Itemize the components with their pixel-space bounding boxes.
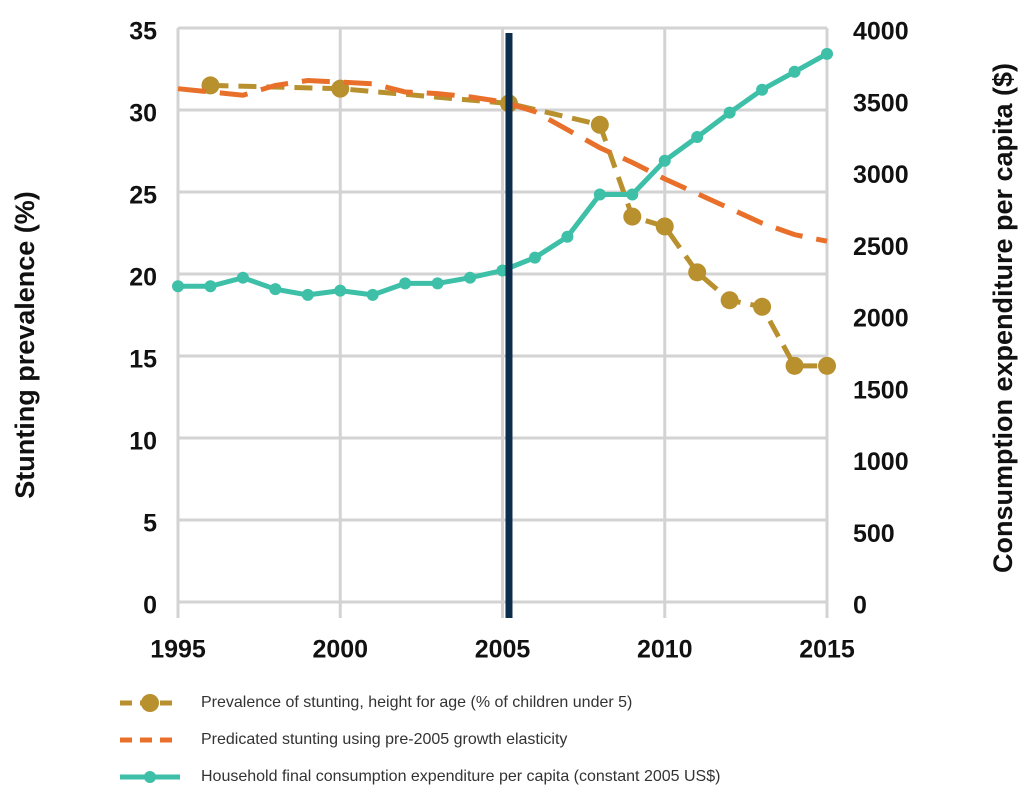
x-tick-label: 2005 [475, 636, 531, 664]
data-point [204, 280, 217, 293]
legend: Prevalence of stunting, height for age (… [120, 694, 720, 785]
data-point [334, 284, 347, 297]
y-tick-label: 5 [143, 510, 157, 538]
data-point [723, 106, 736, 119]
data-point [785, 356, 804, 375]
data-point [818, 356, 836, 375]
data-point [590, 115, 609, 134]
data-point [431, 277, 444, 290]
y2-tick-label: 0 [853, 592, 867, 620]
y2-tick-label: 4000 [853, 18, 909, 46]
data-point [658, 154, 671, 167]
data-point [623, 207, 642, 226]
y2-tick-label: 1500 [853, 376, 909, 404]
data-point [691, 131, 704, 144]
data-point [626, 188, 639, 201]
y-tick-label: 20 [129, 264, 157, 292]
series-line [210, 82, 827, 369]
y-tick-label: 15 [129, 346, 157, 374]
y-tick-label: 30 [129, 100, 157, 128]
x-tick-label: 2000 [312, 636, 368, 664]
legend-label: Prevalence of stunting, height for age (… [201, 694, 632, 711]
y-tick-label: 0 [143, 592, 157, 620]
legend-marker [144, 771, 156, 783]
data-point [788, 65, 801, 78]
data-point [366, 288, 379, 301]
y2-tick-label: 3500 [853, 89, 909, 117]
data-point [655, 217, 674, 236]
data-point [720, 291, 739, 310]
data-point [236, 271, 249, 284]
data-point [269, 283, 282, 296]
y-tick-label: 25 [129, 182, 157, 210]
legend-marker [141, 694, 159, 712]
y2-axis-title: Consumption expenditure per capita ($) [988, 63, 1018, 573]
y2-tick-label: 3000 [853, 161, 909, 189]
data-point [172, 280, 184, 293]
x-tick-label: 2015 [799, 636, 855, 664]
data-point [301, 288, 314, 301]
series-line [177, 77, 828, 244]
data-point [464, 271, 477, 284]
y-tick-label: 35 [129, 18, 157, 46]
y2-tick-label: 500 [853, 520, 895, 548]
x-tick-label: 2010 [637, 636, 693, 664]
data-point [561, 230, 574, 243]
data-point [821, 47, 833, 60]
y2-tick-label: 2500 [853, 233, 909, 261]
plot [172, 33, 836, 618]
y2-tick-label: 1000 [853, 448, 909, 476]
legend-label: Household final consumption expenditure … [201, 768, 720, 785]
data-point [688, 263, 707, 282]
data-point [399, 277, 412, 290]
y2-tick-label: 2000 [853, 305, 909, 333]
y-tick-label: 10 [129, 428, 157, 456]
legend-label: Predicated stunting using pre-2005 growt… [201, 731, 567, 748]
y-axis-title: Stunting prevalence (%) [10, 191, 40, 499]
data-point [753, 297, 772, 316]
data-point [528, 251, 541, 264]
data-point [756, 83, 769, 96]
grid: 0 5 10 15 20 25 30 35 0 500 1000 1500 2000 2500 3000 35… [129, 18, 908, 664]
data-point [593, 188, 606, 201]
x-tick-label: 1995 [150, 636, 206, 664]
